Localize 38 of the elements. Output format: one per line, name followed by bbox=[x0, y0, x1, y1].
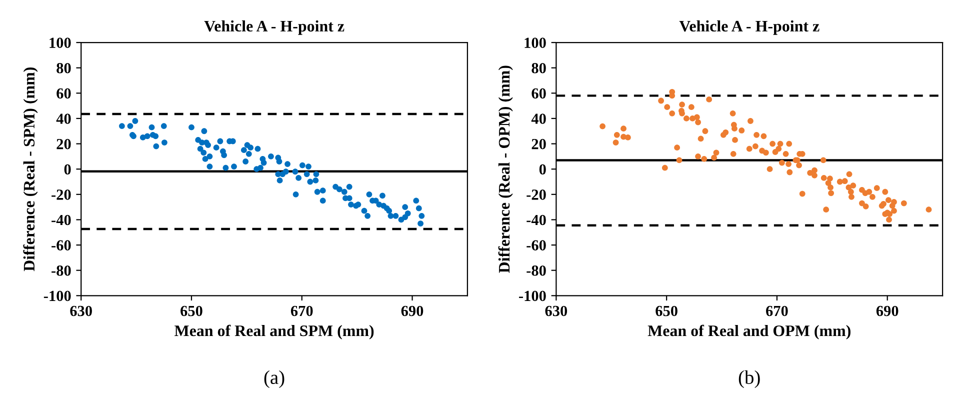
x-tick-label: 670 bbox=[766, 306, 788, 316]
y-axis-title: Difference (Real - SPM) (mm) bbox=[23, 67, 38, 272]
text: (b) bbox=[738, 370, 760, 388]
y-tick-label: -60 bbox=[526, 240, 546, 250]
y-tick-label: 0 bbox=[64, 164, 71, 175]
x-tick-label: 650 bbox=[656, 306, 678, 316]
y-tick-label: 0 bbox=[539, 164, 546, 175]
x-tick-label: 690 bbox=[401, 306, 424, 316]
y-tick-label: 60 bbox=[532, 88, 546, 99]
y-tick-label: -40 bbox=[526, 214, 546, 226]
y-tick-label: -20 bbox=[52, 190, 71, 200]
text: (a) bbox=[264, 370, 284, 388]
x-tick-label: 650 bbox=[180, 306, 202, 316]
y-tick-label: 20 bbox=[56, 138, 71, 150]
y-tick-label: 60 bbox=[56, 88, 71, 99]
y-tick-label: 100 bbox=[524, 38, 546, 48]
y-tick-label: -60 bbox=[52, 240, 71, 250]
x-tick-label: 630 bbox=[545, 306, 568, 316]
y-tick-label: 40 bbox=[56, 114, 71, 124]
y-tick-label: 100 bbox=[50, 38, 71, 48]
y-tick-label: -80 bbox=[52, 265, 71, 276]
x-tick-label: 630 bbox=[70, 306, 92, 316]
x-axis-title: Mean of Real and OPM (mm) bbox=[648, 324, 850, 340]
x-tick-label: 690 bbox=[876, 306, 898, 316]
x-tick-label: 670 bbox=[290, 306, 313, 316]
y-axis-title: Difference (Real - OPM) (mm) bbox=[498, 66, 513, 273]
y-tick-label: 40 bbox=[531, 114, 546, 124]
x-axis-title: Mean of Real and SPM (mm) bbox=[174, 324, 374, 340]
y-tick-label: -80 bbox=[526, 265, 546, 276]
chart-title: Vehicle A - H-point z bbox=[679, 20, 820, 35]
y-tick-label: -20 bbox=[526, 190, 546, 200]
y-tick-label: 80 bbox=[56, 62, 71, 74]
y-tick-label: 80 bbox=[532, 62, 546, 74]
y-tick-label: 20 bbox=[532, 138, 546, 150]
y-tick-label: -100 bbox=[44, 290, 71, 302]
y-tick-label: -40 bbox=[52, 214, 71, 226]
chart-title: Vehicle A - H-point z bbox=[204, 20, 344, 35]
y-tick-label: -100 bbox=[519, 290, 546, 302]
